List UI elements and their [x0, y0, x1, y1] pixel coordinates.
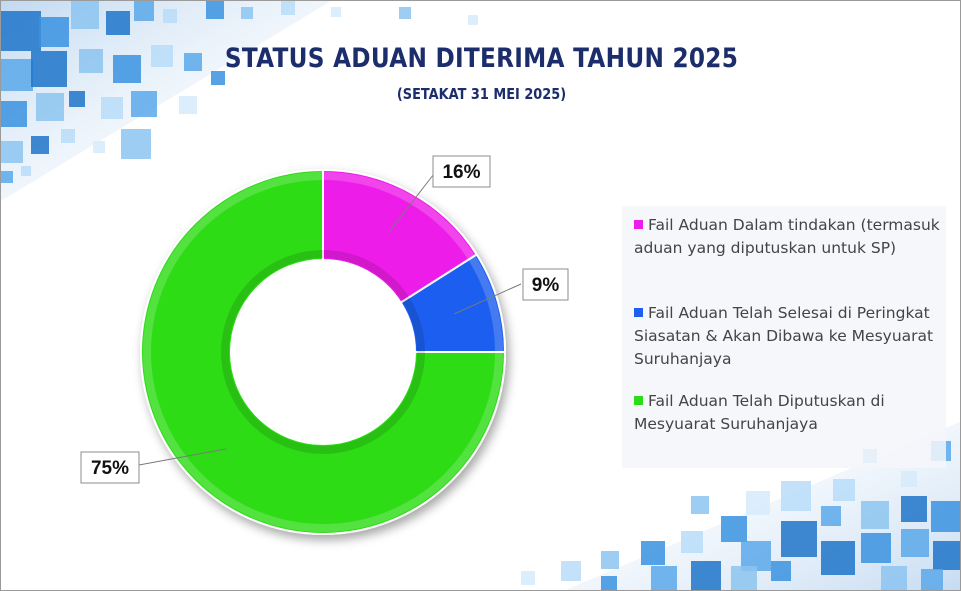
- chart-legend: Fail Aduan Dalam tindakan (termasuk adua…: [622, 206, 946, 468]
- decorative-square: [931, 501, 960, 532]
- decorative-square: [113, 55, 141, 83]
- legend-item: Fail Aduan Dalam tindakan (termasuk adua…: [634, 214, 940, 260]
- decorative-square: [184, 53, 202, 71]
- chart-subtitle: (SETAKAT 31 MEI 2025): [396, 85, 567, 103]
- doughnut-slice: [140, 168, 507, 535]
- decorative-square: [821, 506, 841, 526]
- decorative-square: [101, 97, 123, 119]
- decorative-square: [833, 479, 855, 501]
- decorative-square: [39, 17, 69, 47]
- decorative-square: [121, 129, 151, 159]
- decorative-square: [861, 501, 889, 529]
- decorative-square: [106, 11, 130, 35]
- decorative-square: [36, 93, 64, 121]
- decorative-square: [601, 576, 617, 590]
- data-label: 9%: [532, 275, 560, 296]
- decorative-square: [61, 129, 75, 143]
- decorative-square: [179, 96, 197, 114]
- decorative-square: [681, 531, 703, 553]
- leader-line: [454, 283, 522, 315]
- decorative-square: [601, 551, 619, 569]
- decorative-square: [1, 171, 13, 183]
- decorative-square: [1, 101, 27, 127]
- decorative-square: [31, 136, 49, 154]
- leader-line: [388, 169, 438, 233]
- data-label: 75%: [91, 458, 129, 479]
- decorative-square: [21, 166, 31, 176]
- decorative-square: [641, 541, 665, 565]
- decorative-square: [651, 566, 677, 590]
- decorative-square: [691, 561, 721, 590]
- decorative-square: [1, 141, 23, 163]
- decorative-square: [79, 49, 103, 73]
- decorative-square: [561, 561, 581, 581]
- legend-label: Fail Aduan Dalam tindakan (termasuk adua…: [634, 216, 940, 257]
- data-label-box: [80, 451, 140, 484]
- decorative-square: [691, 496, 709, 514]
- decorative-square: [901, 529, 929, 557]
- decorative-square: [281, 1, 295, 15]
- doughnut-hole: [231, 260, 415, 444]
- ring-bevel: [143, 172, 503, 532]
- data-label: 16%: [442, 162, 480, 183]
- decorative-square: [211, 71, 225, 85]
- decorative-square: [134, 1, 154, 21]
- decorative-square: [151, 45, 173, 67]
- data-label-box: [522, 268, 569, 301]
- decorative-square: [93, 141, 105, 153]
- legend-swatch: [634, 220, 643, 229]
- legend-label: Fail Aduan Telah Diputuskan di Mesyuarat…: [634, 392, 885, 433]
- decorative-square: [781, 481, 811, 511]
- decorative-square: [241, 7, 253, 19]
- legend-item: Fail Aduan Telah Selesai di Peringkat Si…: [634, 302, 940, 371]
- legend-item: Fail Aduan Telah Diputuskan di Mesyuarat…: [634, 390, 940, 436]
- decorative-square: [521, 571, 535, 585]
- decorative-square: [921, 569, 943, 590]
- decorative-square: [1, 59, 33, 91]
- decorative-square: [721, 516, 747, 542]
- decorative-square: [399, 7, 411, 19]
- decorative-square: [163, 9, 177, 23]
- decorative-square: [746, 491, 770, 515]
- decorative-square: [31, 51, 67, 87]
- leader-line: [138, 448, 227, 466]
- decorative-square: [781, 521, 817, 557]
- decorative-square: [901, 471, 917, 487]
- data-label-box: [432, 155, 491, 188]
- legend-swatch: [634, 308, 643, 317]
- legend-swatch: [634, 396, 643, 405]
- decorative-square: [1, 11, 41, 51]
- decorative-square: [468, 15, 478, 25]
- legend-label: Fail Aduan Telah Selesai di Peringkat Si…: [634, 304, 934, 368]
- decorative-square: [861, 533, 891, 563]
- decorative-square: [69, 91, 85, 107]
- decorative-square: [881, 566, 907, 590]
- decorative-square: [331, 7, 341, 17]
- decorative-square: [206, 1, 224, 19]
- decorative-square: [731, 566, 757, 590]
- decorative-square: [131, 91, 157, 117]
- decorative-square: [71, 1, 99, 29]
- decorative-square: [821, 541, 855, 575]
- decorative-square: [901, 496, 927, 522]
- decorative-square: [933, 541, 960, 570]
- chart-title: STATUS ADUAN DITERIMA TAHUN 2025: [224, 43, 739, 74]
- decorative-square: [771, 561, 791, 581]
